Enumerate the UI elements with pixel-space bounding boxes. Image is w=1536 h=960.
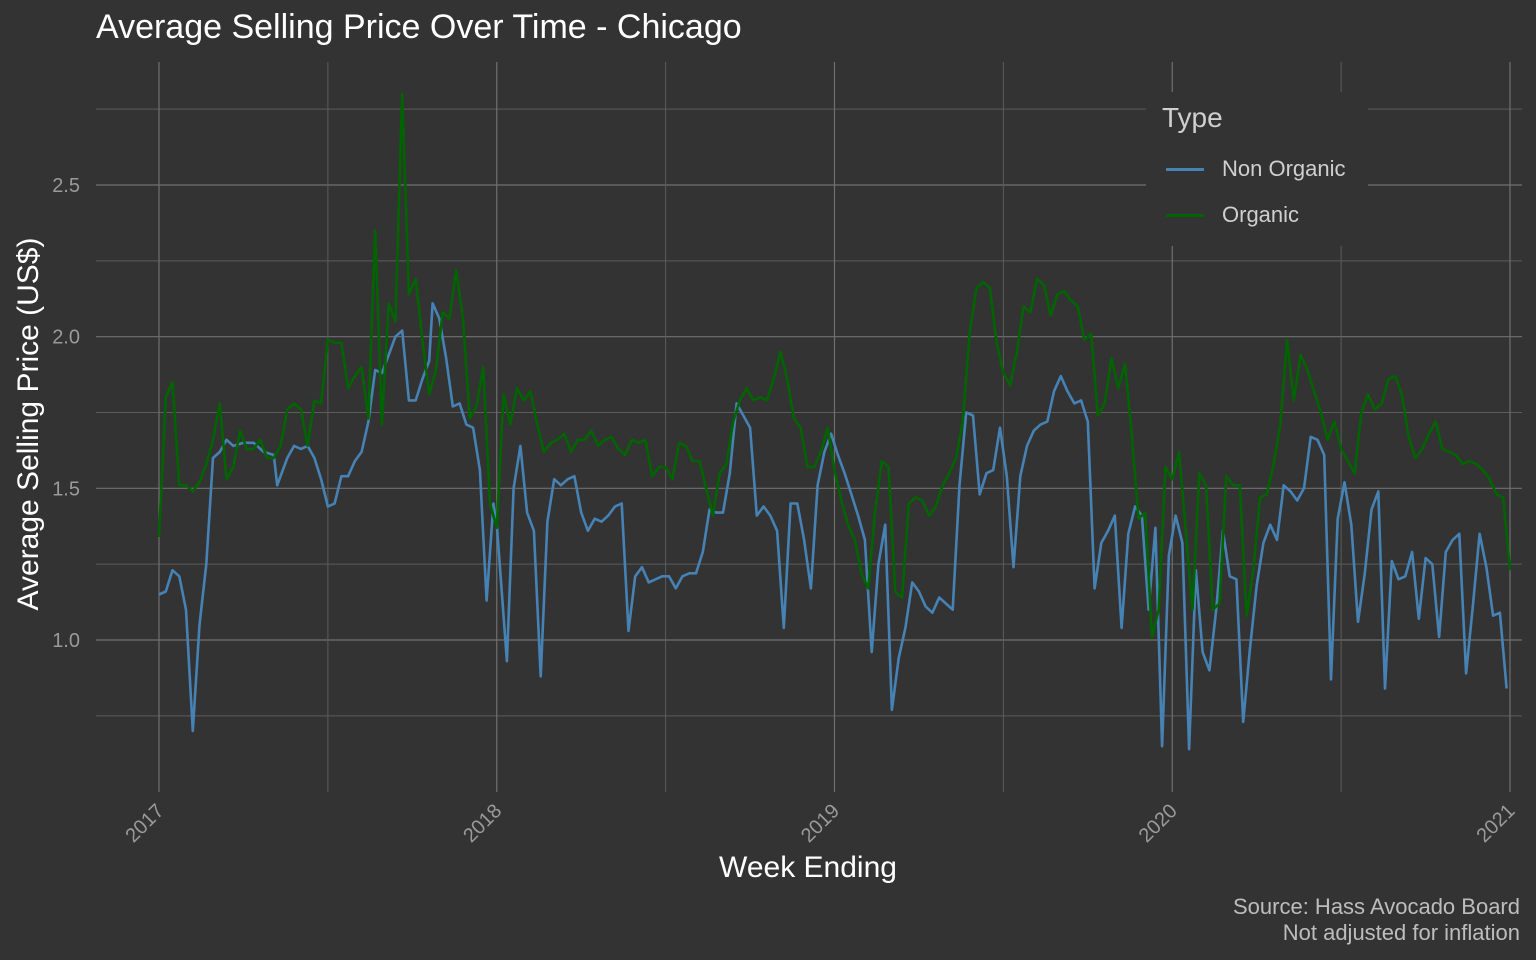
y-tick-labels: 1.0 1.5 2.0 2.5 (52, 175, 80, 652)
y-tick-label: 1.5 (52, 478, 80, 500)
y-tick-label: 1.0 (52, 630, 80, 652)
chart-caption: Source: Hass Avocado Board Not adjusted … (1233, 894, 1520, 946)
x-tick-labels: 2017 2018 2019 2020 2021 (122, 800, 1520, 847)
y-axis-label: Average Selling Price (US$) (12, 238, 45, 611)
legend-swatch-organic (1166, 214, 1204, 217)
y-tick-label: 2.0 (52, 327, 80, 349)
grid-lines (96, 62, 1522, 792)
legend-label-non-organic: Non Organic (1222, 156, 1346, 181)
y-tick-label: 2.5 (52, 175, 80, 197)
legend-title: Type (1162, 102, 1223, 133)
x-tick-label: 2021 (1473, 800, 1520, 847)
x-tick-label: 2018 (459, 800, 506, 847)
series-lines (157, 92, 1512, 751)
caption-source: Source: Hass Avocado Board (1233, 894, 1520, 919)
x-tick-label: 2019 (797, 800, 844, 847)
series-line-organic (157, 92, 1512, 639)
legend: Type Non Organic Organic (1146, 92, 1368, 246)
legend-item-non-organic: Non Organic (1162, 154, 1362, 184)
series-line-non-organic (158, 302, 1508, 751)
x-tick-label: 2020 (1135, 800, 1182, 847)
legend-swatch-non-organic (1166, 168, 1204, 171)
x-axis-label: Week Ending (719, 851, 897, 884)
legend-item-organic: Organic (1162, 200, 1362, 230)
caption-note: Not adjusted for inflation (1282, 920, 1520, 945)
chart-title: Average Selling Price Over Time - Chicag… (96, 8, 742, 46)
x-tick-label: 2017 (122, 800, 169, 847)
legend-label-organic: Organic (1222, 202, 1300, 227)
